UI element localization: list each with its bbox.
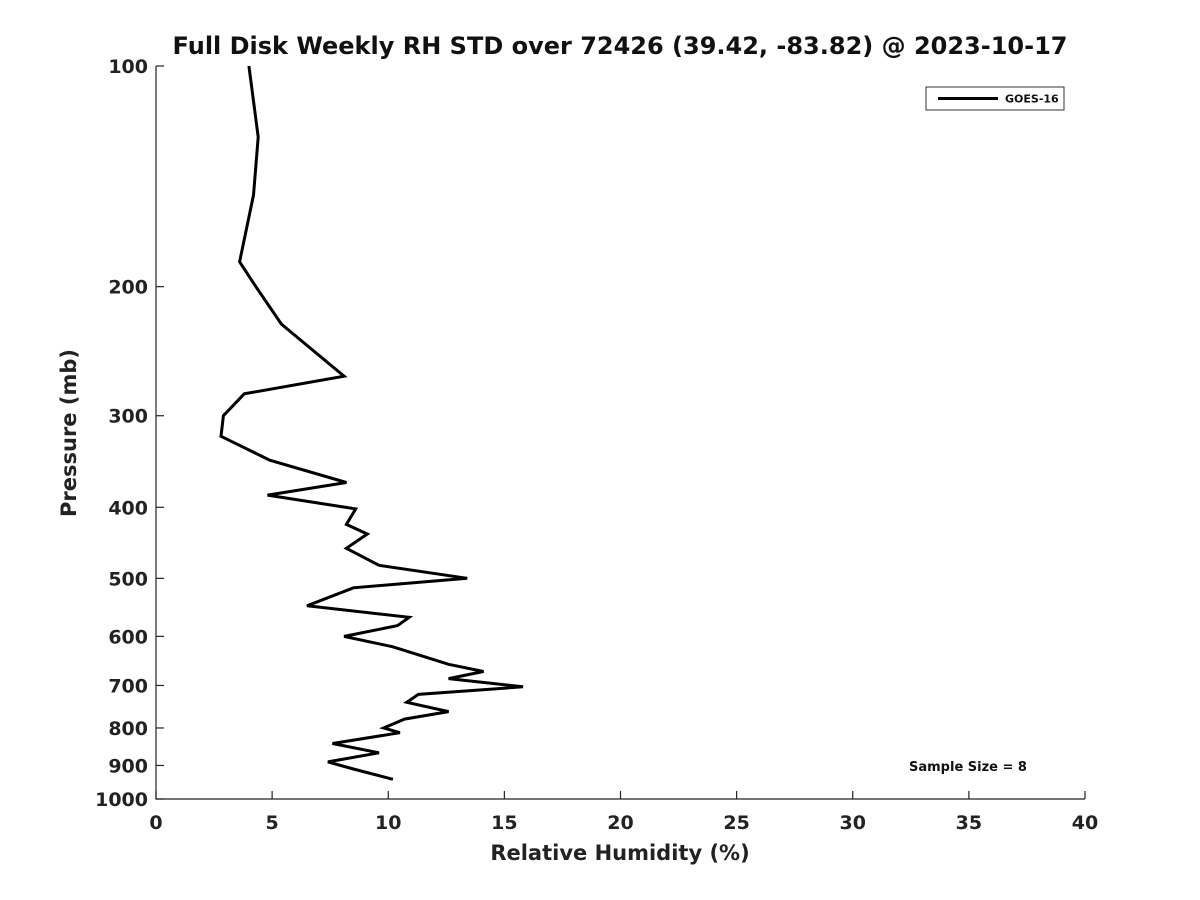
- y-tick-label: 400: [108, 497, 148, 519]
- sample-size-annotation: Sample Size = 8: [909, 760, 1027, 775]
- y-tick-label: 700: [108, 675, 148, 697]
- x-tick-label: 35: [956, 812, 982, 834]
- x-tick-label: 5: [266, 812, 279, 834]
- y-axis-ticks: 100 200 300 400 500 600 700 800 900 1000: [95, 56, 164, 811]
- x-tick-label: 20: [607, 812, 633, 834]
- x-axis-ticks: 0 5 10 15 20 25 30 35 40: [149, 791, 1098, 834]
- y-tick-label: 900: [108, 755, 148, 777]
- x-tick-label: 40: [1072, 812, 1098, 834]
- y-tick-label: 500: [108, 568, 148, 590]
- y-tick-label: 600: [108, 626, 148, 648]
- x-tick-label: 25: [723, 812, 749, 834]
- axis-frame: [155, 66, 1085, 800]
- x-tick-label: 10: [375, 812, 401, 834]
- y-tick-label: 100: [108, 56, 148, 78]
- y-axis-label: Pressure (mb): [57, 349, 81, 517]
- x-tick-label: 15: [491, 812, 517, 834]
- y-tick-label: 1000: [95, 789, 148, 811]
- series-line-goes-16: [219, 65, 524, 781]
- y-tick-label: 800: [108, 718, 148, 740]
- y-tick-label: 200: [108, 277, 148, 299]
- chart-title: Full Disk Weekly RH STD over 72426 (39.4…: [173, 32, 1068, 60]
- y-tick-label: 300: [108, 406, 148, 428]
- x-tick-label: 30: [840, 812, 866, 834]
- x-tick-label: 0: [149, 812, 162, 834]
- plot-area: 0 5 10 15 20 25 30 35 40 100 200 300 400 500 600 700 80…: [95, 56, 1098, 834]
- legend-entry-goes-16: GOES-16: [1005, 93, 1059, 106]
- x-axis-label: Relative Humidity (%): [490, 841, 749, 865]
- legend: GOES-16: [925, 86, 1065, 111]
